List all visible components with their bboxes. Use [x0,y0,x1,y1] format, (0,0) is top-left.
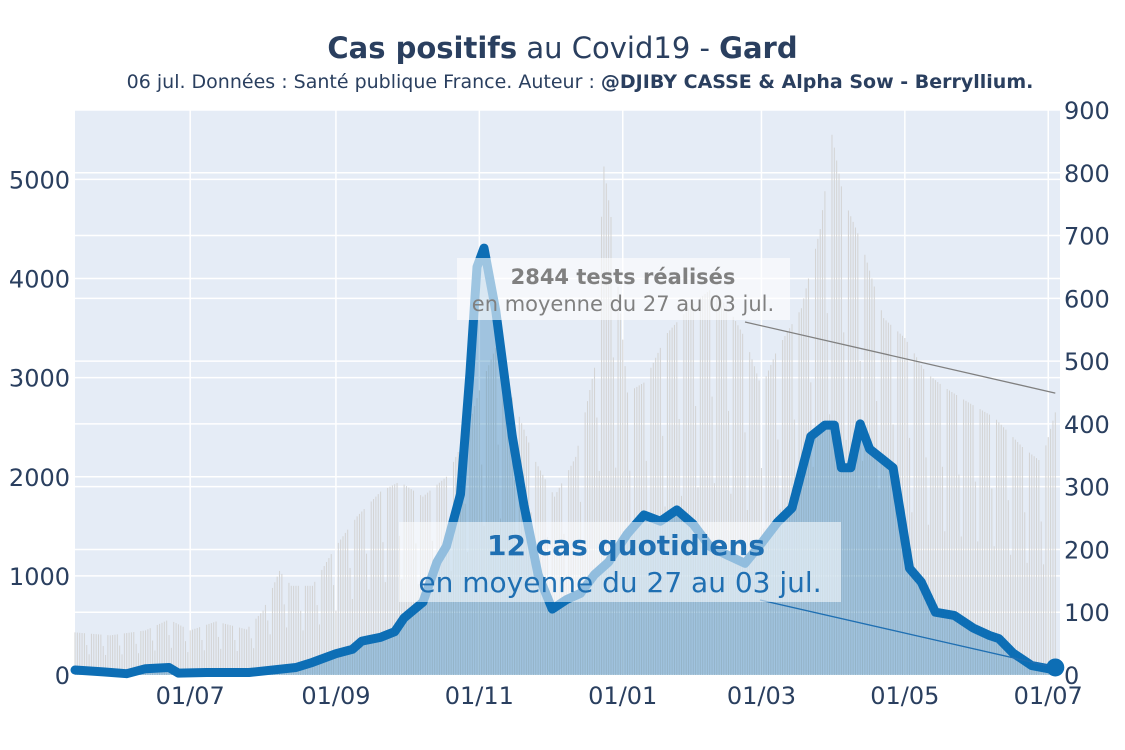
right-tick-label: 700 [1064,223,1110,251]
annotations: 2844 tests réalisés en moyenne du 27 au 0… [399,258,1065,677]
x-tick-label: 01/09 [301,682,370,710]
left-tick-label: 0 [55,662,70,690]
tests-annotation-title: 2844 tests réalisés [511,265,736,289]
tests-annotation-subtitle: en moyenne du 27 au 03 jul. [472,292,774,316]
cases-annotation-subtitle: en moyenne du 27 au 03 jul. [418,566,821,599]
left-tick-label: 2000 [9,464,70,492]
right-tick-label: 500 [1064,348,1110,376]
x-tick-label: 01/03 [727,682,796,710]
cases-annotation-title: 12 cas quotidiens [487,529,765,562]
x-tick-label: 01/11 [445,682,514,710]
left-tick-label: 3000 [9,365,70,393]
right-tick-label: 300 [1064,474,1110,502]
x-tick-label: 01/01 [588,682,657,710]
left-tick-label: 4000 [9,266,70,294]
chart-title: Cas positifs au Covid19 - Gard [0,30,1125,66]
title-bold-part: Cas positifs [327,31,518,65]
cases-last-point-marker [1046,658,1065,677]
right-tick-label: 900 [1064,97,1110,125]
right-tick-label: 0 [1064,662,1079,690]
title-middle-part: au Covid19 - [517,31,720,65]
chart-subtitle: 06 jul. Données : Santé publique France.… [0,70,1125,94]
right-tick-label: 100 [1064,599,1110,627]
grid-lines [75,109,1060,676]
cases-annotation-arrow [759,599,1056,669]
x-tick-label: 01/07 [156,682,225,710]
left-tick-label: 1000 [9,563,70,591]
subtitle-author: @DJIBY CASSE & Alpha Sow - Berryllium. [600,71,1034,93]
x-tick-label: 01/07 [1014,682,1083,710]
right-tick-label: 200 [1064,536,1110,564]
left-tick-label: 5000 [9,166,70,194]
tests-annotation-box [457,258,790,320]
right-tick-label: 400 [1064,411,1110,439]
left-axis-ticks: 0 1000 2000 3000 4000 5000 [9,166,70,690]
subtitle-source: 06 jul. Données : Santé publique France.… [126,71,601,93]
title-region: Gard [719,31,798,65]
right-tick-label: 600 [1064,285,1110,313]
cases-annotation-box [399,522,841,602]
right-axis-ticks: 0 100 200 300 400 500 600 700 800 900 [1064,97,1110,690]
x-axis-ticks: 01/07 01/09 01/11 01/01 01/03 01/05 01/07 [156,682,1083,710]
right-tick-label: 800 [1064,160,1110,188]
x-tick-label: 01/05 [870,682,939,710]
tests-annotation-arrow [744,321,1056,394]
